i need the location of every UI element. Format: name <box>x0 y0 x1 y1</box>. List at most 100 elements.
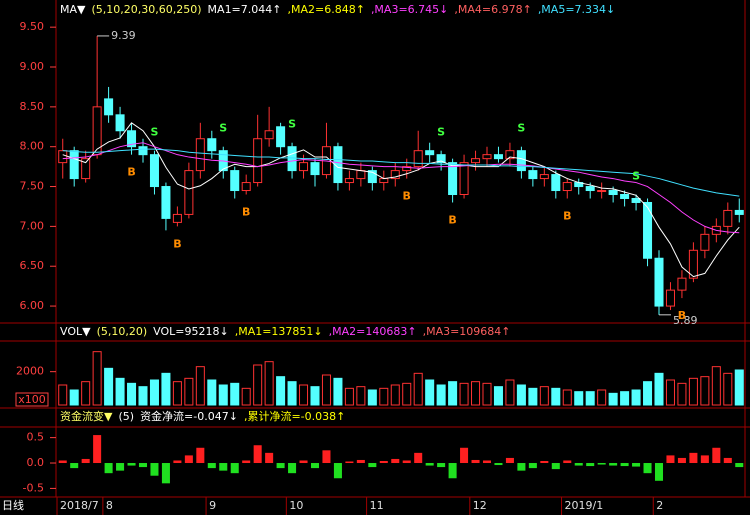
volume-bar <box>665 379 675 406</box>
candle-body <box>81 158 91 180</box>
y-tick-label: 8.50 <box>20 100 45 113</box>
annotation: 9.39 <box>111 29 136 42</box>
signal: B <box>448 213 456 226</box>
flow-bar <box>150 463 159 476</box>
header-item: ,MA1=137851↓ <box>235 325 323 338</box>
flow-bar <box>81 458 90 464</box>
volume-bar <box>631 389 641 406</box>
candle-body <box>677 277 687 291</box>
flow-bar <box>677 457 686 464</box>
candle-body <box>241 182 251 192</box>
ma-line <box>62 142 740 234</box>
flow-bar <box>563 460 572 464</box>
volume-bar <box>299 384 309 406</box>
candle-body <box>149 154 159 188</box>
volume-bar <box>425 379 435 406</box>
volume-bar <box>643 381 653 406</box>
candle-body <box>436 154 446 164</box>
volume-bar <box>402 382 412 406</box>
x-tick-label: 2 <box>656 499 663 512</box>
candle-body <box>665 289 675 307</box>
flow-bar <box>70 463 79 469</box>
candle-body <box>425 150 435 156</box>
volume-bar <box>92 351 102 406</box>
volume-bar <box>344 387 354 406</box>
candle-body <box>402 166 412 172</box>
candle-body <box>161 186 171 219</box>
candle-body <box>539 174 549 180</box>
flow-bar <box>333 463 342 479</box>
x-tick-label: 2018/7 <box>60 499 99 512</box>
volume-bar <box>104 367 114 406</box>
volume-bar <box>81 381 91 406</box>
flow-bar <box>207 463 216 469</box>
header-item: ,MA3=6.745↓ <box>371 3 448 16</box>
volume-bar <box>207 379 217 406</box>
flow-bar <box>58 460 67 464</box>
candle-body <box>310 162 320 176</box>
candle-body <box>585 186 595 192</box>
ma-line <box>62 148 740 197</box>
flow-bar <box>609 463 618 466</box>
flow-bar <box>505 457 514 464</box>
volume-bar <box>172 381 182 406</box>
volume-bar <box>471 381 481 406</box>
header-item: ,MA5=7.334↓ <box>538 3 615 16</box>
candle-body <box>448 162 458 196</box>
volume-bar <box>562 389 572 406</box>
candle-body <box>493 154 503 160</box>
header-item: (5) <box>118 410 134 423</box>
flow-bar <box>219 463 228 471</box>
y-tick-label: 8.00 <box>20 140 45 153</box>
x-tick-label: 2019/1 <box>565 499 604 512</box>
candle-body <box>608 190 618 196</box>
flow-bar <box>127 463 136 466</box>
signal: B <box>403 190 411 203</box>
flow-bar <box>425 463 434 466</box>
flow-bar <box>288 463 297 474</box>
volume-bar <box>321 374 331 406</box>
volume-bar <box>688 377 698 406</box>
volume-bar <box>620 391 630 406</box>
flow-bar <box>643 463 652 474</box>
flow-bar <box>597 463 606 465</box>
header-item: ,累计净流=-0.038↑ <box>244 409 345 423</box>
candle-body <box>58 150 68 164</box>
candle-body <box>253 138 263 184</box>
candle-body <box>230 170 240 192</box>
volume-bar <box>379 387 389 406</box>
x-tick-label: 10 <box>289 499 303 512</box>
candle-body <box>516 150 526 172</box>
flow-bar <box>242 460 251 464</box>
candle-body <box>138 146 148 156</box>
candle-body <box>127 130 137 148</box>
flow-bar <box>551 463 560 470</box>
flow-bar <box>620 463 629 467</box>
candle-body <box>459 162 469 196</box>
volume-bar <box>505 379 515 406</box>
flow-bar <box>253 445 262 464</box>
volume-bar <box>459 382 469 406</box>
volume-bar <box>333 377 343 406</box>
flow-bar <box>528 463 537 469</box>
volume-bar <box>448 381 458 406</box>
flow-bar <box>196 447 205 464</box>
volume-bar <box>539 386 549 406</box>
flow-bar <box>184 455 193 464</box>
volume-bar <box>700 376 710 406</box>
flow-bar <box>540 460 549 464</box>
flow-bar <box>345 461 354 464</box>
volume-bar <box>264 361 274 406</box>
flow-bar <box>379 460 388 464</box>
volume-bar <box>608 392 618 406</box>
candle-body <box>551 174 561 192</box>
flow-bar <box>700 455 709 464</box>
flow-bar <box>414 452 423 464</box>
candle-body <box>734 209 744 215</box>
flow-bar <box>356 459 365 464</box>
header-item: ,MA3=109684↑ <box>423 325 511 338</box>
flow-bar <box>116 463 125 471</box>
flow-bar <box>391 458 400 464</box>
flow-bar <box>689 452 698 464</box>
unit-box <box>15 392 49 407</box>
